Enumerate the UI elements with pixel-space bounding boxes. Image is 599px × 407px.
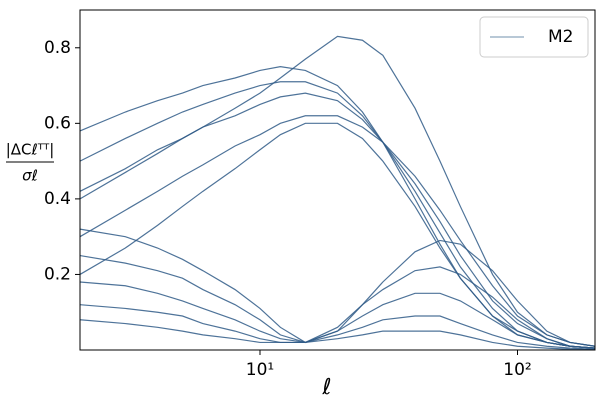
data-line — [79, 254, 596, 349]
data-line — [79, 122, 596, 349]
data-line — [79, 81, 596, 349]
data-line — [79, 92, 596, 349]
data-line — [79, 281, 596, 349]
legend-label: M2 — [548, 27, 573, 47]
data-line — [79, 115, 596, 347]
y-axis-label-numerator: |ΔCℓᵀᵀ| — [6, 141, 55, 159]
x-tick-label: 10¹ — [246, 360, 274, 380]
x-tick-label: 10² — [503, 360, 531, 380]
data-line — [79, 228, 596, 347]
x-axis-label: ℓ — [321, 375, 331, 400]
data-line — [79, 319, 596, 351]
y-tick-label: 0.2 — [44, 264, 71, 284]
legend-box — [479, 16, 589, 58]
y-tick-label: 0.4 — [44, 189, 71, 209]
y-axis-label-denominator: σℓ — [22, 167, 38, 185]
data-line — [79, 66, 596, 349]
y-tick-label: 0.8 — [44, 38, 71, 58]
y-tick-label: 0.6 — [44, 113, 71, 133]
plot-frame — [79, 9, 596, 351]
data-line — [79, 304, 596, 350]
